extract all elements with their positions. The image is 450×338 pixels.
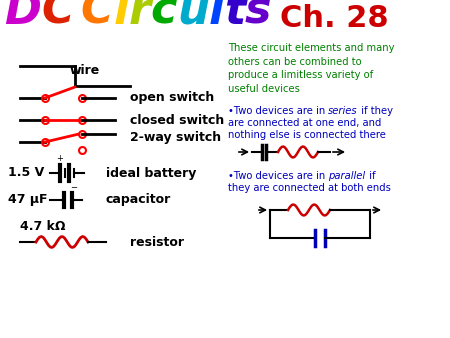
Text: 4.7 kΩ: 4.7 kΩ bbox=[20, 219, 66, 233]
Text: 47 μF: 47 μF bbox=[8, 193, 48, 207]
Text: ideal battery: ideal battery bbox=[106, 167, 196, 179]
Text: c: c bbox=[150, 0, 177, 33]
Text: if they: if they bbox=[358, 106, 393, 116]
Text: r: r bbox=[129, 0, 150, 33]
Text: resistor: resistor bbox=[130, 236, 184, 248]
Text: t: t bbox=[224, 0, 245, 33]
Text: series: series bbox=[328, 106, 358, 116]
Text: capacitor: capacitor bbox=[106, 193, 171, 207]
Text: These circuit elements and many
others can be combined to
produce a limitless va: These circuit elements and many others c… bbox=[228, 43, 395, 94]
Text: wire: wire bbox=[70, 64, 100, 76]
Text: parallel: parallel bbox=[328, 171, 365, 181]
Text: s: s bbox=[245, 0, 271, 33]
Text: nothing else is connected there: nothing else is connected there bbox=[228, 130, 386, 140]
Text: closed switch: closed switch bbox=[130, 114, 224, 126]
Text: −: − bbox=[71, 183, 77, 192]
Text: parallel: parallel bbox=[328, 171, 365, 181]
Text: if: if bbox=[365, 171, 375, 181]
Text: i: i bbox=[113, 0, 129, 33]
Text: •Two devices are in: •Two devices are in bbox=[228, 171, 328, 181]
Text: are connected at one end, and: are connected at one end, and bbox=[228, 118, 382, 128]
Text: u: u bbox=[177, 0, 208, 33]
Text: •Two devices are in: •Two devices are in bbox=[228, 106, 328, 116]
Text: D: D bbox=[4, 0, 41, 33]
Text: i: i bbox=[208, 0, 224, 33]
Text: series: series bbox=[328, 106, 358, 116]
Text: •Two devices are in: •Two devices are in bbox=[228, 171, 328, 181]
Text: C: C bbox=[81, 0, 113, 33]
Text: +: + bbox=[57, 154, 63, 163]
Text: Ch. 28: Ch. 28 bbox=[280, 4, 389, 33]
Text: open switch: open switch bbox=[130, 92, 214, 104]
Text: they are connected at both ends: they are connected at both ends bbox=[228, 183, 391, 193]
Text: •Two devices are in: •Two devices are in bbox=[228, 106, 328, 116]
Text: 2-way switch: 2-way switch bbox=[130, 131, 221, 145]
Text: C: C bbox=[41, 0, 74, 33]
Text: 1.5 V: 1.5 V bbox=[8, 167, 44, 179]
